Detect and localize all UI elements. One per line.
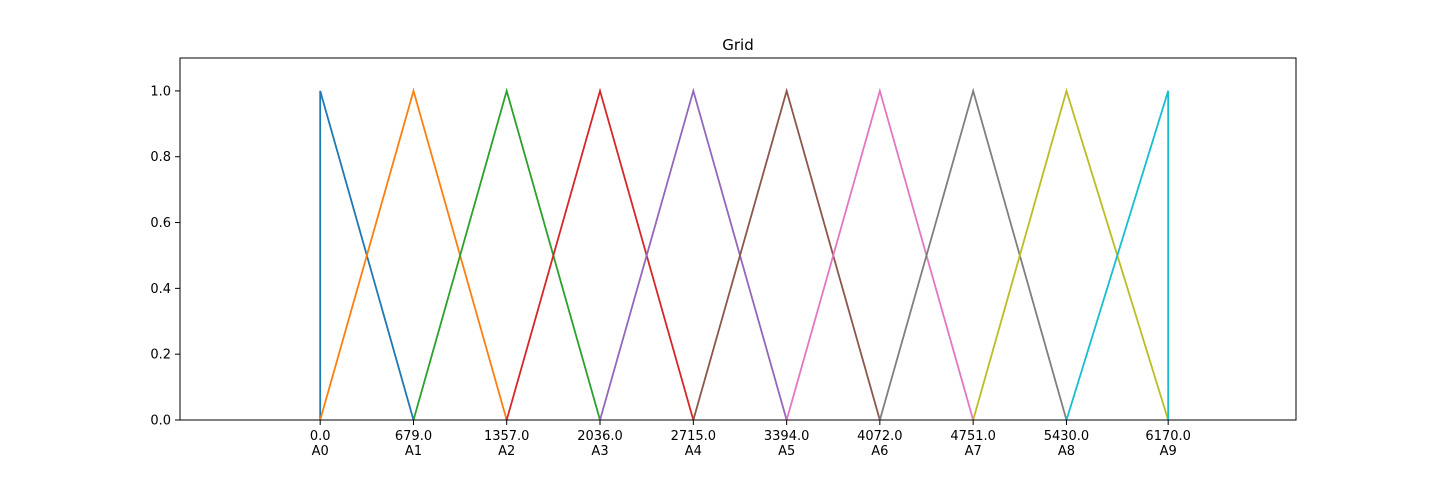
x-tick-label-4: 2715.0: [671, 429, 717, 444]
chart-title: Grid: [722, 36, 753, 54]
x-tick-sublabel-9: A9: [1160, 444, 1177, 459]
x-axis: 0.0A0 679.0A1 1357.0A2 2036.0A3 2715.0A4 3394…: [310, 420, 1191, 459]
y-axis: 0.0 0.2 0.4 0.6 0.8 1.0: [150, 84, 180, 429]
x-tick-label-3: 2036.0: [577, 429, 623, 444]
x-tick-sublabel-5: A5: [778, 444, 795, 459]
y-tick-label-0: 0.0: [150, 414, 171, 429]
y-tick-label-5: 1.0: [150, 84, 171, 99]
y-tick-label-1: 0.2: [150, 348, 171, 363]
series-line-1: [319, 87, 508, 421]
x-tick-sublabel-6: A6: [871, 444, 888, 459]
y-tick-label-3: 0.6: [150, 216, 171, 231]
x-tick-sublabel-8: A8: [1058, 444, 1075, 459]
y-tick-label-4: 0.8: [150, 150, 171, 165]
x-tick-label-9: 6170.0: [1145, 429, 1191, 444]
y-tick-label-2: 0.4: [150, 282, 171, 297]
x-tick-label-5: 3394.0: [764, 429, 810, 444]
x-tick-label-7: 4751.0: [950, 429, 996, 444]
series-line-2: [412, 87, 601, 421]
x-tick-sublabel-7: A7: [965, 444, 982, 459]
x-tick-sublabel-1: A1: [405, 444, 422, 459]
series-line-6: [785, 87, 975, 421]
series-line-8: [972, 87, 1170, 421]
x-tick-sublabel-4: A4: [685, 444, 702, 459]
x-tick-sublabel-0: A0: [312, 444, 329, 459]
x-tick-label-6: 4072.0: [857, 429, 903, 444]
x-tick-label-8: 5430.0: [1044, 429, 1090, 444]
series-line-9: [1065, 90, 1170, 421]
plot-frame: [179, 57, 1297, 421]
x-tick-label-1: 679.0: [395, 429, 432, 444]
x-tick-label-0: 0.0: [310, 429, 331, 444]
series-line-7: [878, 87, 1068, 421]
series-line-0: [319, 90, 415, 421]
x-tick-sublabel-2: A2: [498, 444, 515, 459]
x-tick-sublabel-3: A3: [591, 444, 608, 459]
series-line-4: [599, 87, 788, 421]
x-tick-label-2: 1357.0: [484, 429, 530, 444]
series-line-3: [505, 87, 695, 421]
series-layer: [319, 87, 1170, 421]
series-line-5: [692, 87, 881, 421]
